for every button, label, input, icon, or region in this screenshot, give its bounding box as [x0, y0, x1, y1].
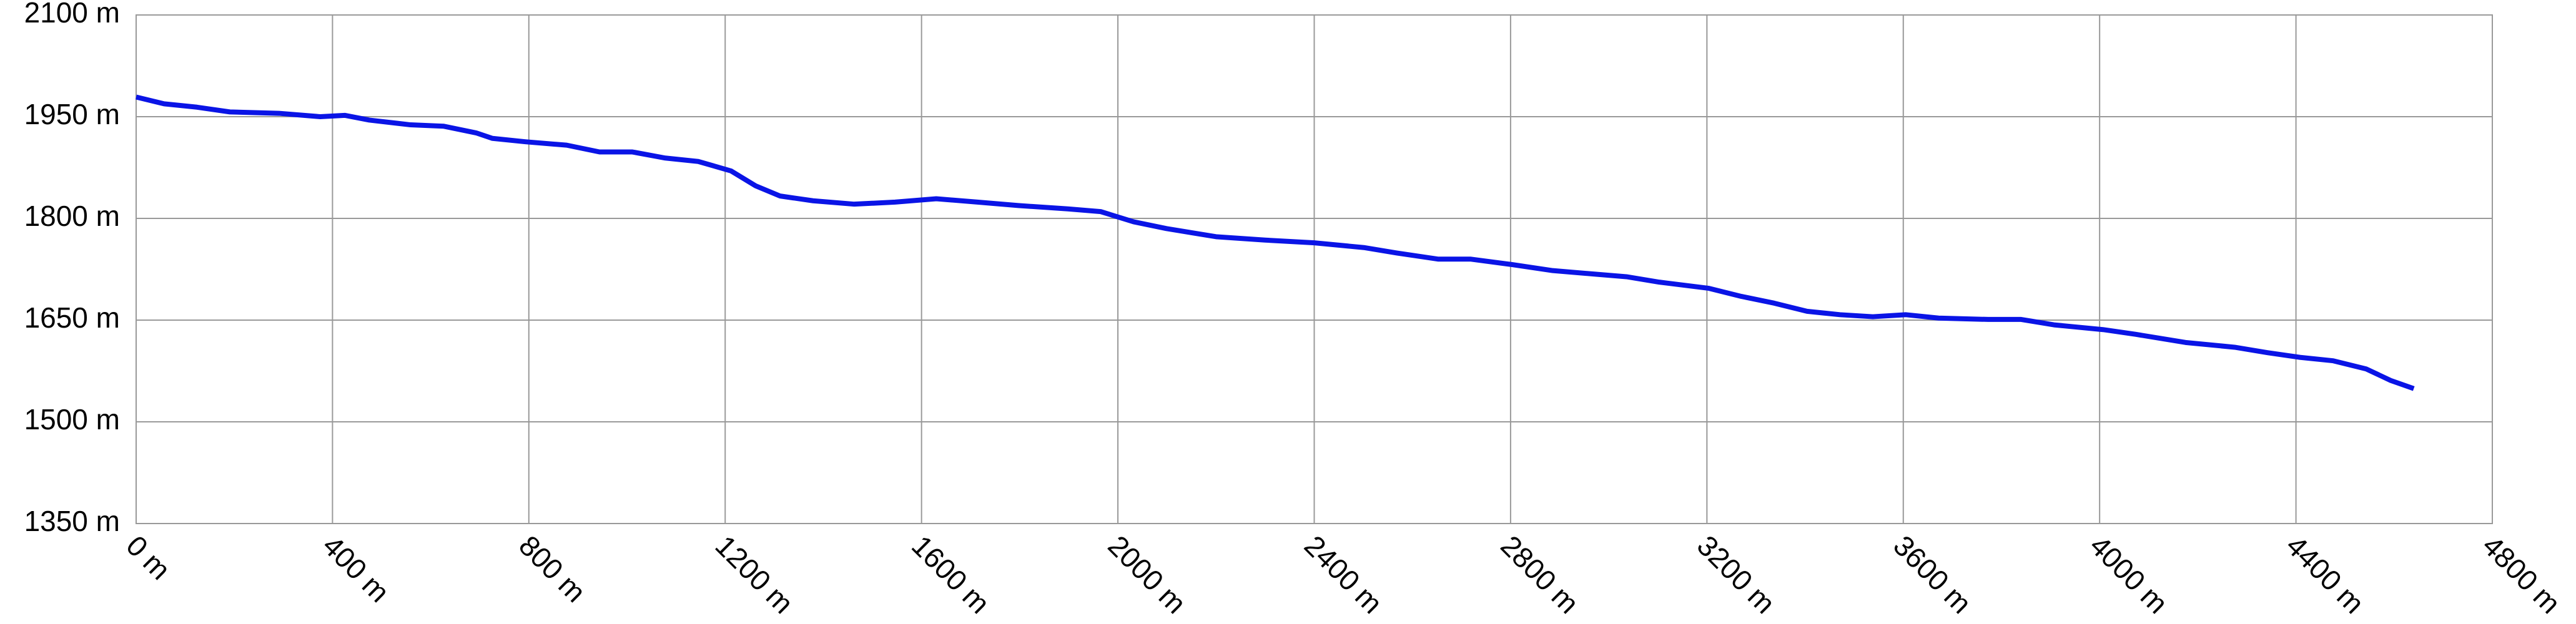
x-tick-label: 0 m	[120, 529, 177, 586]
y-tick-label: 2100 m	[24, 0, 120, 29]
x-tick-label: 4000 m	[2084, 529, 2174, 620]
y-tick-label: 1950 m	[24, 98, 120, 130]
x-tick-label: 3200 m	[1691, 529, 1782, 620]
elevation-line	[136, 94, 2415, 391]
x-tick-label: 1200 m	[709, 529, 800, 620]
x-tick-label: 1600 m	[906, 529, 996, 620]
x-tick-label: 400 m	[317, 529, 396, 608]
y-tick-label: 1350 m	[24, 505, 120, 537]
x-tick-label: 2000 m	[1102, 529, 1192, 620]
x-tick-label: 4400 m	[2280, 529, 2371, 620]
x-tick-label: 800 m	[513, 529, 592, 608]
x-tick-label: 2800 m	[1494, 529, 1585, 620]
y-tick-label: 1650 m	[24, 301, 120, 334]
x-tick-label: 4800 m	[2476, 529, 2567, 620]
y-tick-label: 1800 m	[24, 200, 120, 232]
x-tick-label: 3600 m	[1887, 529, 1978, 620]
x-tick-label: 2400 m	[1298, 529, 1389, 620]
y-tick-label: 1500 m	[24, 403, 120, 436]
